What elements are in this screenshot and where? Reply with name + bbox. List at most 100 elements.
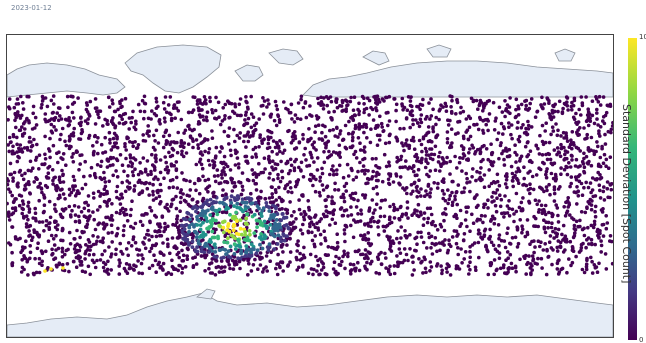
data-point bbox=[82, 206, 87, 211]
data-point bbox=[143, 139, 148, 143]
data-point bbox=[190, 236, 195, 240]
data-point bbox=[540, 266, 544, 270]
data-point bbox=[419, 230, 423, 235]
data-point bbox=[570, 158, 574, 162]
data-point bbox=[310, 238, 315, 243]
data-point bbox=[310, 143, 315, 147]
data-point bbox=[526, 123, 531, 128]
data-point bbox=[404, 138, 409, 142]
hotspot-point bbox=[202, 250, 207, 255]
data-point bbox=[171, 185, 175, 189]
data-point bbox=[266, 98, 270, 102]
data-point bbox=[310, 114, 314, 118]
data-point bbox=[598, 155, 603, 160]
data-point bbox=[132, 125, 136, 130]
data-point bbox=[410, 104, 414, 109]
data-point bbox=[453, 154, 457, 159]
hotspot-point bbox=[226, 249, 231, 254]
data-point bbox=[80, 130, 85, 134]
data-point bbox=[399, 204, 403, 209]
data-point bbox=[78, 245, 83, 249]
data-point bbox=[175, 140, 179, 145]
data-point bbox=[166, 168, 171, 173]
map-plot-area[interactable] bbox=[6, 34, 614, 338]
data-point bbox=[345, 103, 349, 108]
data-point bbox=[309, 172, 313, 177]
data-point bbox=[508, 96, 512, 100]
data-point bbox=[396, 229, 400, 233]
data-point bbox=[124, 269, 128, 273]
data-point bbox=[13, 118, 17, 123]
data-point bbox=[516, 113, 521, 117]
data-point bbox=[84, 107, 89, 112]
data-point bbox=[525, 140, 530, 145]
data-point bbox=[86, 194, 91, 198]
data-point bbox=[549, 132, 553, 137]
data-point bbox=[270, 195, 275, 200]
data-point bbox=[342, 228, 347, 232]
data-point bbox=[218, 122, 223, 127]
data-point bbox=[299, 160, 304, 165]
data-point bbox=[67, 193, 72, 197]
data-point bbox=[228, 168, 233, 172]
data-point bbox=[116, 107, 120, 112]
data-point bbox=[472, 122, 476, 127]
data-point bbox=[267, 158, 272, 162]
data-point bbox=[206, 158, 211, 163]
data-point bbox=[576, 165, 580, 169]
data-point bbox=[490, 200, 494, 204]
data-point bbox=[477, 255, 481, 260]
data-point bbox=[309, 267, 314, 271]
data-point bbox=[569, 263, 573, 268]
data-point bbox=[427, 231, 431, 236]
data-point bbox=[482, 234, 487, 238]
data-point bbox=[404, 213, 408, 217]
data-point bbox=[31, 104, 36, 109]
data-point bbox=[601, 161, 606, 165]
data-point bbox=[441, 196, 446, 201]
data-point bbox=[586, 110, 591, 114]
hotspot-point bbox=[210, 257, 215, 261]
data-point bbox=[486, 206, 490, 210]
data-point bbox=[115, 184, 120, 189]
data-point bbox=[477, 103, 482, 108]
data-point bbox=[598, 196, 603, 200]
data-point bbox=[597, 131, 601, 136]
map-canvas[interactable] bbox=[7, 35, 613, 337]
data-point bbox=[110, 98, 114, 102]
data-point bbox=[483, 214, 487, 218]
data-point bbox=[540, 95, 544, 100]
data-point bbox=[567, 201, 571, 205]
data-point bbox=[225, 180, 230, 185]
data-point bbox=[358, 219, 363, 223]
data-point bbox=[429, 187, 433, 191]
data-point bbox=[69, 215, 73, 219]
data-point bbox=[250, 155, 254, 159]
data-point bbox=[274, 123, 279, 128]
data-point bbox=[181, 192, 185, 196]
data-point bbox=[286, 263, 291, 267]
data-point bbox=[386, 123, 390, 128]
data-point bbox=[422, 211, 427, 215]
data-point bbox=[96, 136, 100, 140]
data-point bbox=[50, 253, 54, 257]
data-point bbox=[288, 200, 292, 204]
data-point bbox=[241, 188, 245, 192]
data-point bbox=[24, 225, 29, 229]
data-point bbox=[173, 116, 177, 120]
data-point bbox=[333, 188, 337, 192]
data-point bbox=[252, 123, 257, 128]
data-point bbox=[482, 205, 486, 210]
data-point bbox=[375, 143, 380, 147]
data-point bbox=[158, 122, 162, 126]
data-point bbox=[206, 185, 210, 190]
data-point bbox=[176, 130, 180, 135]
data-point bbox=[387, 160, 391, 164]
data-point bbox=[589, 255, 593, 260]
data-point bbox=[325, 272, 329, 277]
data-point bbox=[244, 110, 248, 115]
data-point bbox=[464, 205, 468, 210]
data-point bbox=[96, 112, 100, 117]
data-point bbox=[455, 216, 459, 220]
